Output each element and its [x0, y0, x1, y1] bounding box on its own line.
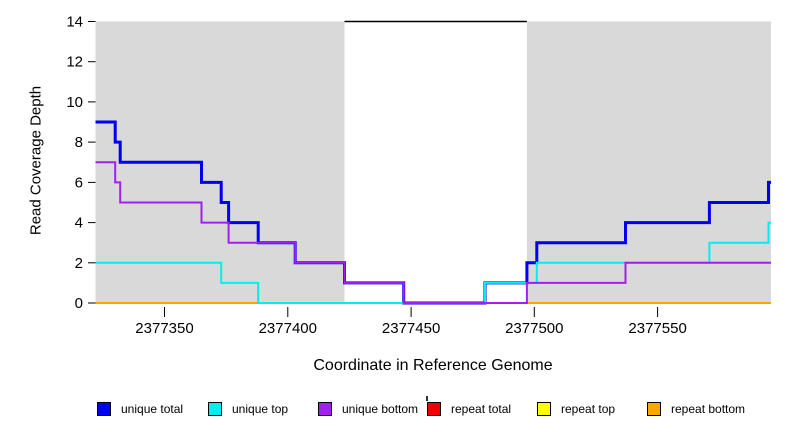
legend-item-unique-bottom: unique bottom [318, 400, 418, 417]
legend-item-repeat-bottom: repeat bottom [647, 400, 745, 417]
series-line-unique-top [95, 221, 771, 304]
x-axis-tick-label: 2377450 [382, 320, 440, 337]
y-axis-tick-label: 10 [66, 94, 83, 111]
legend-swatch-repeat-bottom [647, 401, 661, 416]
y-axis-tick-label: 2 [75, 255, 83, 272]
y-axis-title: Read Coverage Depth [27, 85, 45, 236]
y-axis-tick-label: 4 [75, 215, 83, 232]
legend-item-repeat-top: repeat top [537, 400, 615, 417]
series-line-unique-bottom [95, 161, 771, 304]
legend-swatch-repeat-top [537, 401, 551, 416]
legend-item-repeat-total: repeat total [427, 400, 511, 417]
x-axis-title: Coordinate in Reference Genome [313, 357, 553, 374]
legend-label: repeat total [451, 401, 512, 416]
x-axis-tick-label: 2377400 [259, 320, 317, 337]
legend-label: unique top [232, 401, 289, 416]
y-axis-tick-label: 14 [66, 14, 83, 31]
y-axis-tick-label: 12 [66, 54, 83, 71]
x-axis-tick-label: 2377500 [505, 320, 563, 337]
legend-item-unique-top: unique top [208, 400, 288, 417]
legend-label: unique bottom [342, 401, 419, 416]
legend-label: repeat bottom [671, 401, 746, 416]
legend-swatch-repeat-total [427, 401, 441, 416]
y-axis-tick-label: 6 [75, 174, 83, 191]
legend-label: repeat top [561, 401, 616, 416]
legend-label: unique total [121, 401, 184, 416]
legend-swatch-unique-top [208, 401, 222, 416]
legend-swatch-unique-total [97, 401, 111, 416]
x-axis-tick-label: 2377550 [628, 320, 686, 337]
x-axis-tick-label: 2377350 [135, 320, 193, 337]
shaded-region [526, 21, 771, 303]
y-axis-tick-label: 8 [75, 134, 83, 151]
legend-swatch-unique-bottom [318, 401, 332, 416]
stray-artifact-mark [426, 396, 428, 401]
y-axis-tick-label: 0 [75, 295, 83, 312]
legend-item-unique-total: unique total [97, 400, 183, 417]
